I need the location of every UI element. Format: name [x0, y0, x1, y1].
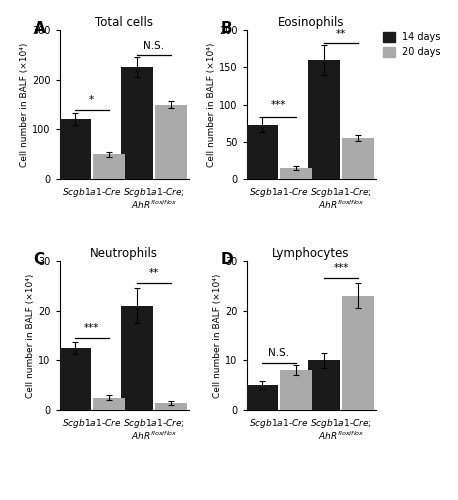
Y-axis label: Cell number in BALF (×10⁴): Cell number in BALF (×10⁴): [213, 274, 223, 398]
Y-axis label: Cell number in BALF (×10⁴): Cell number in BALF (×10⁴): [20, 42, 29, 166]
Text: $\mathit{AhR}^{\mathit{flox/flox}}$: $\mathit{AhR}^{\mathit{flox/flox}}$: [131, 198, 177, 211]
Bar: [155, 402, 187, 410]
Bar: [58, 348, 91, 410]
Text: $\mathit{Scgb1a1}$-$\mathit{Cre}$;: $\mathit{Scgb1a1}$-$\mathit{Cre}$;: [123, 418, 185, 430]
Text: **: **: [336, 29, 346, 39]
Text: *: *: [89, 94, 94, 104]
Bar: [120, 306, 153, 410]
Text: $\mathit{AhR}^{\mathit{flox/flox}}$: $\mathit{AhR}^{\mathit{flox/flox}}$: [318, 430, 364, 442]
Text: ***: ***: [84, 323, 99, 333]
Text: ***: ***: [333, 264, 349, 274]
Text: $\mathit{AhR}^{\mathit{flox/flox}}$: $\mathit{AhR}^{\mathit{flox/flox}}$: [131, 430, 177, 442]
Text: B: B: [221, 21, 232, 36]
Title: Lymphocytes: Lymphocytes: [273, 247, 350, 260]
Text: N.S.: N.S.: [143, 41, 164, 51]
Y-axis label: Cell number in BALF (×10⁴): Cell number in BALF (×10⁴): [207, 42, 216, 166]
Text: **: **: [149, 268, 159, 278]
Bar: [308, 60, 340, 179]
Bar: [280, 168, 312, 179]
Text: $\mathit{Scgb1a1}$-$\mathit{Cre}$: $\mathit{Scgb1a1}$-$\mathit{Cre}$: [62, 186, 121, 200]
Bar: [120, 68, 153, 179]
Bar: [58, 120, 91, 179]
Bar: [155, 104, 187, 179]
Text: D: D: [221, 252, 234, 267]
Bar: [93, 398, 125, 410]
Text: $\mathit{Scgb1a1}$-$\mathit{Cre}$: $\mathit{Scgb1a1}$-$\mathit{Cre}$: [249, 418, 309, 430]
Bar: [245, 124, 278, 179]
Text: ***: ***: [271, 100, 287, 110]
Bar: [280, 370, 312, 410]
Title: Total cells: Total cells: [95, 16, 153, 29]
Bar: [308, 360, 340, 410]
Legend: 14 days, 20 days: 14 days, 20 days: [383, 32, 441, 58]
Text: $\mathit{Scgb1a1}$-$\mathit{Cre}$: $\mathit{Scgb1a1}$-$\mathit{Cre}$: [62, 418, 121, 430]
Bar: [342, 138, 374, 179]
Text: $\mathit{Scgb1a1}$-$\mathit{Cre}$;: $\mathit{Scgb1a1}$-$\mathit{Cre}$;: [123, 186, 185, 200]
Text: $\mathit{Scgb1a1}$-$\mathit{Cre}$;: $\mathit{Scgb1a1}$-$\mathit{Cre}$;: [310, 418, 372, 430]
Text: $\mathit{Scgb1a1}$-$\mathit{Cre}$;: $\mathit{Scgb1a1}$-$\mathit{Cre}$;: [310, 186, 372, 200]
Text: $\mathit{AhR}^{\mathit{flox/flox}}$: $\mathit{AhR}^{\mathit{flox/flox}}$: [318, 198, 364, 211]
Bar: [93, 154, 125, 179]
Y-axis label: Cell number in BALF (×10⁴): Cell number in BALF (×10⁴): [27, 274, 35, 398]
Bar: [342, 296, 374, 410]
Text: $\mathit{Scgb1a1}$-$\mathit{Cre}$: $\mathit{Scgb1a1}$-$\mathit{Cre}$: [249, 186, 309, 200]
Bar: [245, 385, 278, 410]
Text: C: C: [34, 252, 45, 267]
Title: Neutrophils: Neutrophils: [90, 247, 158, 260]
Text: A: A: [34, 21, 45, 36]
Text: N.S.: N.S.: [268, 348, 289, 358]
Title: Eosinophils: Eosinophils: [278, 16, 344, 29]
